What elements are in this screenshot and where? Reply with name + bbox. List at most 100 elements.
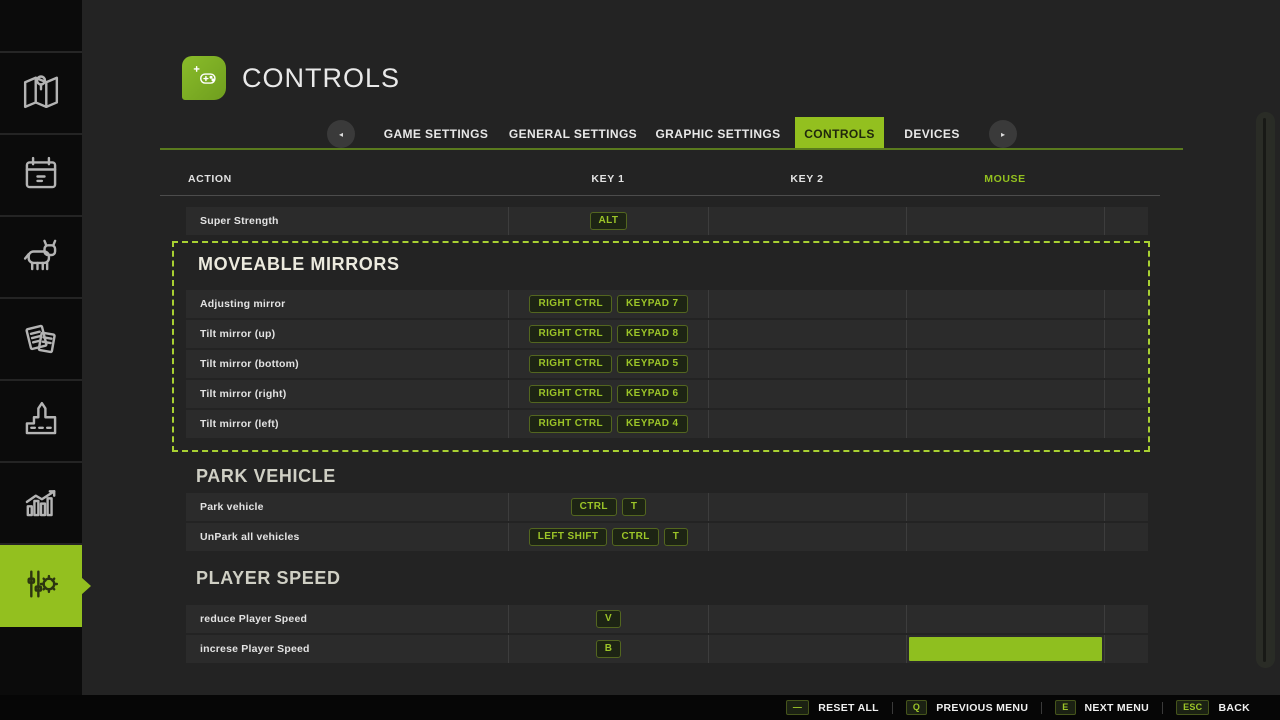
key1-cell[interactable]: RIGHT CTRL KEYPAD 5 xyxy=(508,350,708,378)
action-cell: Tilt mirror (bottom) xyxy=(186,350,508,378)
table-row-super-strength[interactable]: Super Strength ALT xyxy=(186,207,1148,235)
key2-cell[interactable] xyxy=(708,605,906,633)
key1-cell[interactable]: B xyxy=(508,635,708,663)
page-title: CONTROLS xyxy=(242,62,401,93)
column-header-key2: KEY 2 xyxy=(790,173,824,185)
mouse-cell[interactable] xyxy=(906,523,1104,551)
action-label: reduce Player Speed xyxy=(200,613,308,625)
key-badge: T xyxy=(663,528,689,546)
mouse-cell[interactable] xyxy=(906,320,1104,348)
column-header-key1: KEY 1 xyxy=(591,173,625,185)
next-menu-key-badge: E xyxy=(1055,700,1076,715)
table-row-increase-player-speed[interactable]: increse Player Speed B xyxy=(186,635,1148,663)
previous-menu-button[interactable]: Q PREVIOUS MENU xyxy=(905,700,1028,715)
key1-cell[interactable]: RIGHT CTRL KEYPAD 6 xyxy=(508,380,708,408)
key2-cell[interactable] xyxy=(708,410,906,438)
column-header-action: ACTION xyxy=(188,173,232,185)
key2-cell[interactable] xyxy=(708,493,906,521)
key-badge: KEYPAD 7 xyxy=(617,295,688,313)
extra-cell xyxy=(1104,380,1148,408)
tab-graphic-settings[interactable]: GRAPHIC SETTINGS xyxy=(650,117,786,150)
key2-cell[interactable] xyxy=(708,523,906,551)
action-label: Adjusting mirror xyxy=(200,298,286,310)
table-row-tilt-mirror-right[interactable]: Tilt mirror (right) RIGHT CTRL KEYPAD 6 xyxy=(186,380,1148,408)
key1-cell[interactable]: CTRL T xyxy=(508,493,708,521)
reset-all-button[interactable]: — RESET ALL xyxy=(785,700,879,715)
key-badge: RIGHT CTRL xyxy=(529,385,613,403)
key-badge: RIGHT CTRL xyxy=(529,295,613,313)
table-row-tilt-mirror-bottom[interactable]: Tilt mirror (bottom) RIGHT CTRL KEYPAD 5 xyxy=(186,350,1148,378)
action-cell: reduce Player Speed xyxy=(186,605,508,633)
key1-cell[interactable]: ALT xyxy=(508,207,708,235)
tab-devices[interactable]: DEVICES xyxy=(897,117,967,150)
extra-cell xyxy=(1104,350,1148,378)
key-badge: CTRL xyxy=(570,498,617,516)
key2-cell[interactable] xyxy=(708,350,906,378)
action-label: Park vehicle xyxy=(200,501,264,513)
key2-cell[interactable] xyxy=(708,635,906,663)
reset-all-label: RESET ALL xyxy=(818,701,879,714)
key1-cell[interactable]: RIGHT CTRL KEYPAD 8 xyxy=(508,320,708,348)
action-cell: Tilt mirror (left) xyxy=(186,410,508,438)
action-label: increse Player Speed xyxy=(200,643,310,655)
mouse-cell[interactable] xyxy=(906,290,1104,318)
tab-general-settings[interactable]: GENERAL SETTINGS xyxy=(503,117,643,150)
tabs-next-button[interactable]: ▸ xyxy=(989,120,1017,148)
section-title: MOVEABLE MIRRORS xyxy=(198,254,400,274)
table-row-unpark-all-vehicles[interactable]: UnPark all vehicles LEFT SHIFT CTRL T xyxy=(186,523,1148,551)
table-row-adjusting-mirror[interactable]: Adjusting mirror RIGHT CTRL KEYPAD 7 xyxy=(186,290,1148,318)
key1-cell[interactable]: RIGHT CTRL KEYPAD 4 xyxy=(508,410,708,438)
mouse-cell[interactable] xyxy=(906,380,1104,408)
sidebar-item-statistics[interactable] xyxy=(0,463,82,545)
mouse-cell[interactable] xyxy=(906,493,1104,521)
key-badge: T xyxy=(621,498,647,516)
key2-cell[interactable] xyxy=(708,290,906,318)
key1-cell[interactable]: V xyxy=(508,605,708,633)
back-button[interactable]: ESC BACK xyxy=(1176,700,1250,715)
action-cell: Tilt mirror (up) xyxy=(186,320,508,348)
scrollbar[interactable] xyxy=(1256,112,1275,668)
mouse-binding-highlight[interactable] xyxy=(909,637,1102,661)
action-cell: Super Strength xyxy=(186,207,508,235)
mouse-cell[interactable] xyxy=(906,605,1104,633)
extra-cell xyxy=(1104,207,1148,235)
table-row-tilt-mirror-up[interactable]: Tilt mirror (up) RIGHT CTRL KEYPAD 8 xyxy=(186,320,1148,348)
key2-cell[interactable] xyxy=(708,207,906,235)
footer-divider xyxy=(891,701,893,714)
key-badge: ALT xyxy=(589,212,628,230)
key2-cell[interactable] xyxy=(708,380,906,408)
sidebar-item-animals[interactable] xyxy=(0,217,82,299)
next-menu-button[interactable]: E NEXT MENU xyxy=(1055,700,1149,715)
mouse-cell[interactable] xyxy=(906,207,1104,235)
key-badge: KEYPAD 6 xyxy=(617,385,688,403)
tab-game-settings[interactable]: GAME SETTINGS xyxy=(372,117,500,150)
tabs-prev-button[interactable]: ◂ xyxy=(327,120,355,148)
sidebar-item-contracts[interactable] xyxy=(0,299,82,381)
key1-cell[interactable]: LEFT SHIFT CTRL T xyxy=(508,523,708,551)
extra-cell xyxy=(1104,635,1148,663)
table-row-reduce-player-speed[interactable]: reduce Player Speed V xyxy=(186,605,1148,633)
action-label: Super Strength xyxy=(200,215,279,227)
mouse-cell[interactable] xyxy=(906,635,1104,663)
extra-cell xyxy=(1104,493,1148,521)
extra-cell xyxy=(1104,290,1148,318)
back-key-badge: ESC xyxy=(1176,700,1210,715)
key2-cell[interactable] xyxy=(708,320,906,348)
action-label: Tilt mirror (right) xyxy=(200,388,287,400)
sidebar-item-settings[interactable] xyxy=(0,545,91,627)
table-row-park-vehicle[interactable]: Park vehicle CTRL T xyxy=(186,493,1148,521)
mouse-cell[interactable] xyxy=(906,410,1104,438)
sidebar-item-calendar[interactable] xyxy=(0,135,82,217)
sidebar-item-production[interactable] xyxy=(0,381,82,463)
key-badge: CTRL xyxy=(612,528,659,546)
production-icon xyxy=(19,397,63,446)
scrollbar-thumb[interactable] xyxy=(1263,118,1266,662)
action-cell: Park vehicle xyxy=(186,493,508,521)
sidebar-item-map[interactable] xyxy=(0,53,82,135)
action-cell: Adjusting mirror xyxy=(186,290,508,318)
key1-cell[interactable]: RIGHT CTRL KEYPAD 7 xyxy=(508,290,708,318)
tab-controls[interactable]: CONTROLS xyxy=(795,117,884,150)
mouse-cell[interactable] xyxy=(906,350,1104,378)
table-row-tilt-mirror-left[interactable]: Tilt mirror (left) RIGHT CTRL KEYPAD 4 xyxy=(186,410,1148,438)
key-badge: RIGHT CTRL xyxy=(529,355,613,373)
